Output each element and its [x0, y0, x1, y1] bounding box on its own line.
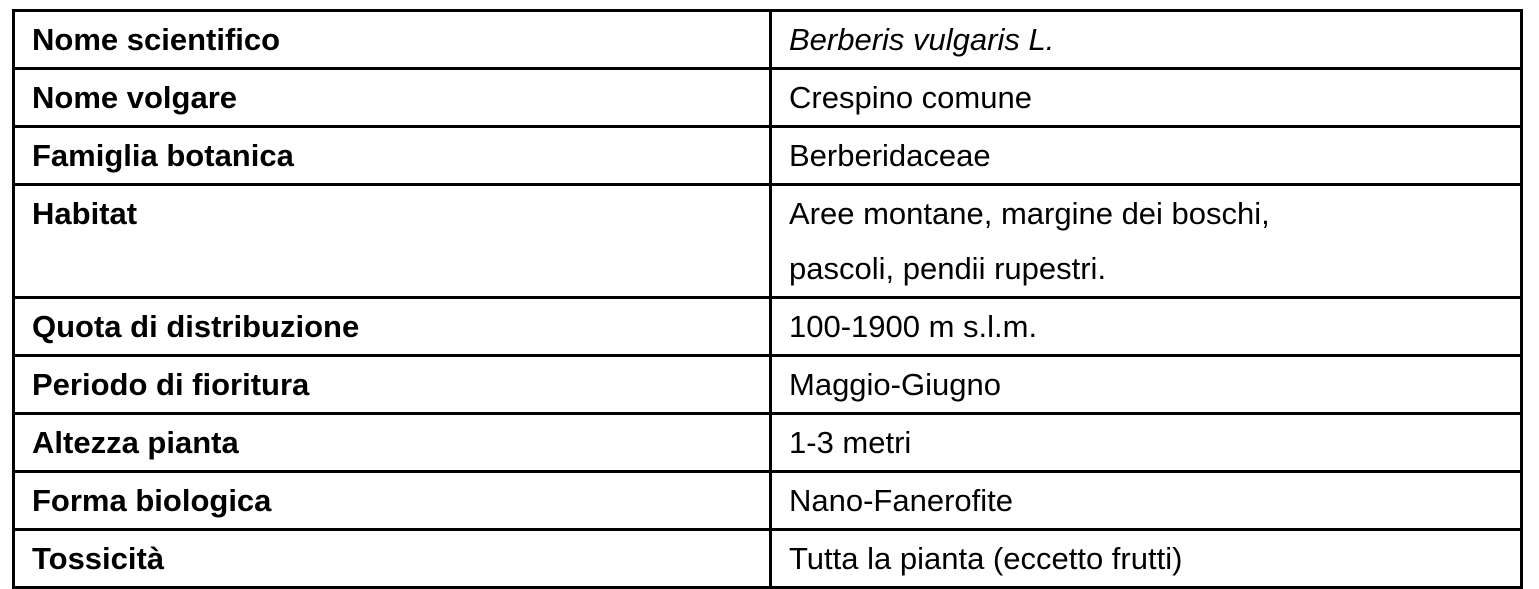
table-row: Periodo di fioritura Maggio-Giugno: [12, 354, 1523, 415]
row-label: Altezza pianta: [12, 412, 772, 473]
row-value: Berberis vulgaris L.: [769, 9, 1523, 70]
value-line: Aree montane, margine dei boschi,: [789, 196, 1270, 231]
row-value: Aree montane, margine dei boschi, pascoli…: [769, 183, 1523, 299]
table-row: Habitat Aree montane, margine dei boschi,…: [12, 183, 1523, 299]
plant-info-table: Nome scientifico Berberis vulgaris L. Nom…: [12, 9, 1523, 589]
row-label: Nome scientifico: [12, 9, 772, 70]
row-label: Famiglia botanica: [12, 125, 772, 186]
row-value: Tutta la pianta (eccetto frutti): [769, 528, 1523, 589]
row-label: Forma biologica: [12, 470, 772, 531]
table-row: Nome scientifico Berberis vulgaris L.: [12, 9, 1523, 70]
row-value: Crespino comune: [769, 67, 1523, 128]
row-label: Periodo di fioritura: [12, 354, 772, 415]
row-label: Tossicità: [12, 528, 772, 589]
value-line: pascoli, pendii rupestri.: [789, 251, 1107, 286]
row-label: Nome volgare: [12, 67, 772, 128]
row-value: Berberidaceae: [769, 125, 1523, 186]
table-row: Nome volgare Crespino comune: [12, 67, 1523, 128]
table-row: Altezza pianta 1-3 metri: [12, 412, 1523, 473]
table-row: Forma biologica Nano-Fanerofite: [12, 470, 1523, 531]
row-value: Nano-Fanerofite: [769, 470, 1523, 531]
table-row: Quota di distribuzione 100-1900 m s.l.m.: [12, 296, 1523, 357]
row-label: Habitat: [12, 183, 772, 299]
row-label: Quota di distribuzione: [12, 296, 772, 357]
row-value: 100-1900 m s.l.m.: [769, 296, 1523, 357]
row-value: 1-3 metri: [769, 412, 1523, 473]
table-row: Famiglia botanica Berberidaceae: [12, 125, 1523, 186]
row-value: Maggio-Giugno: [769, 354, 1523, 415]
table-row: Tossicità Tutta la pianta (eccetto frutti…: [12, 528, 1523, 589]
